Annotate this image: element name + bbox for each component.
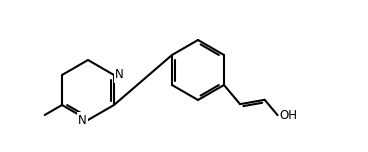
Text: N: N [115, 69, 124, 81]
Text: N: N [78, 114, 87, 126]
Text: OH: OH [280, 109, 297, 122]
